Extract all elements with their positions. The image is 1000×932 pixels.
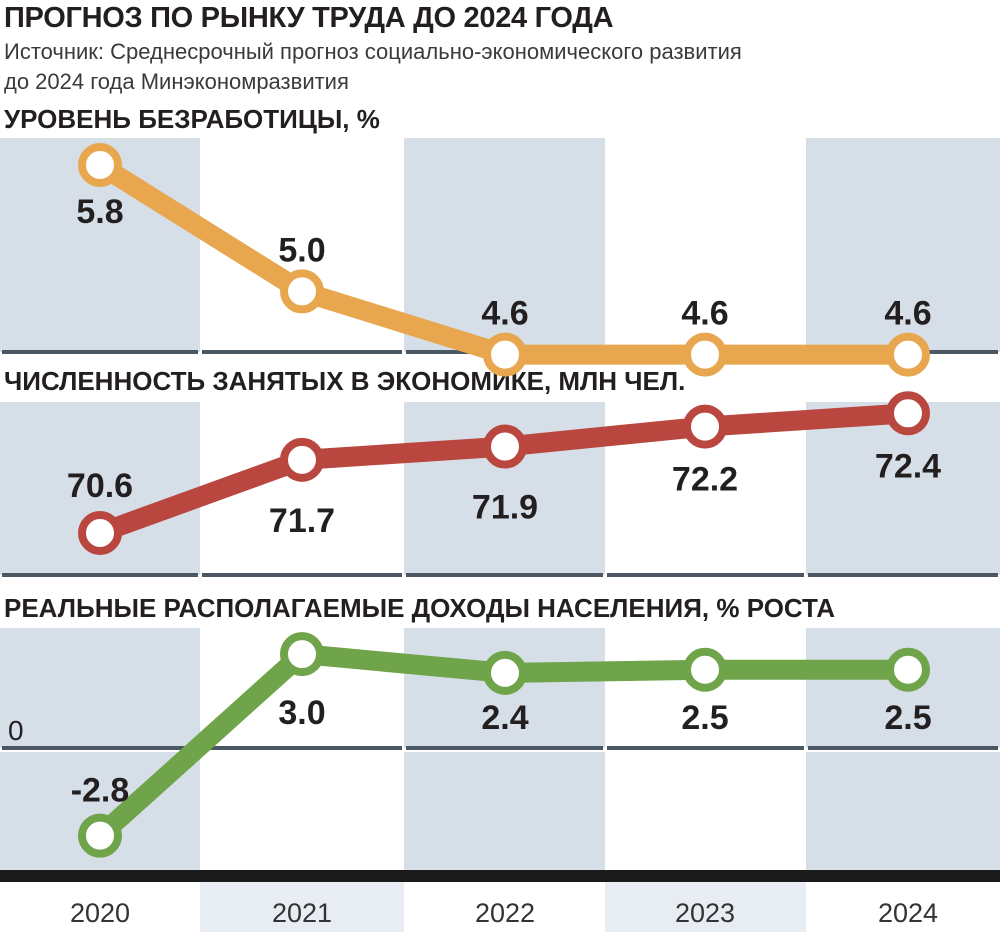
year-label-2022: 2022 (475, 898, 535, 928)
data-label-3-2022: 2.4 (481, 699, 528, 737)
data-point-2-2022 (483, 424, 527, 469)
bottom-axis-bar (0, 870, 1000, 882)
data-label-3-2023: 2.5 (681, 699, 728, 737)
data-point-1-2020 (78, 143, 122, 187)
page-title: ПРОГНОЗ ПО РЫНКУ ТРУДА ДО 2024 ГОДА (4, 2, 614, 34)
source-line-1: Источник: Среднесрочный прогноз социальн… (4, 39, 742, 64)
data-point-3-2024 (886, 647, 930, 692)
data-point-3-2021 (280, 632, 324, 677)
year-label-2024: 2024 (878, 898, 938, 928)
data-label-2-2024: 72.4 (875, 447, 941, 485)
data-point-2-2024 (886, 391, 930, 436)
data-label-3-2024: 2.5 (884, 699, 931, 737)
data-label-1-2023: 4.6 (681, 295, 728, 333)
data-point-3-2023 (683, 647, 727, 692)
panel-title-1: УРОВЕНЬ БЕЗРАБОТИЦЫ, % (4, 104, 380, 134)
year-strip-band-4 (605, 882, 806, 932)
data-label-2-2022: 71.9 (472, 489, 538, 527)
band-panel-3-lower-col-3 (404, 752, 605, 870)
data-label-1-2021: 5.0 (278, 231, 325, 269)
data-label-1-2022: 4.6 (481, 295, 528, 333)
source-note: Источник: Среднесрочный прогноз социальн… (4, 37, 964, 97)
data-label-3-2020: -2.8 (71, 772, 130, 810)
data-label-1-2024: 4.6 (884, 295, 931, 333)
source-line-2: до 2024 года Минэкономразвития (4, 69, 349, 94)
data-point-1-2022 (483, 332, 527, 377)
data-label-2-2021: 71.7 (269, 502, 335, 540)
data-point-2-2021 (280, 437, 324, 482)
band-panel-3-lower-col-5 (806, 752, 1000, 870)
data-point-1-2023 (683, 332, 727, 377)
data-point-3-2020 (78, 813, 122, 858)
year-label-2020: 2020 (70, 898, 130, 928)
data-label-3-2021: 3.0 (278, 694, 325, 732)
year-strip-band-2 (200, 882, 404, 932)
panel-title-3: РЕАЛЬНЫЕ РАСПОЛАГАЕМЫЕ ДОХОДЫ НАСЕЛЕНИЯ,… (4, 593, 835, 623)
band-panel-1-col-3 (404, 138, 605, 352)
band-panel-1-col-5 (806, 138, 1000, 352)
data-label-2-2023: 72.2 (672, 461, 738, 499)
band-panel-3-col-1 (0, 628, 200, 748)
data-label-2-2020: 70.6 (67, 467, 133, 505)
panel-title-2: ЧИСЛЕННОСТЬ ЗАНЯТЫХ В ЭКОНОМИКЕ, МЛН ЧЕЛ… (4, 366, 685, 396)
zero-tick-label: 0 (8, 715, 24, 746)
data-point-2-2023 (683, 404, 727, 449)
year-label-2023: 2023 (675, 898, 735, 928)
data-point-1-2024 (886, 332, 930, 377)
year-label-2021: 2021 (272, 898, 332, 928)
data-point-1-2021 (280, 269, 324, 314)
data-label-1-2020: 5.8 (76, 193, 123, 231)
data-point-3-2022 (483, 650, 527, 695)
data-point-2-2020 (78, 511, 122, 555)
